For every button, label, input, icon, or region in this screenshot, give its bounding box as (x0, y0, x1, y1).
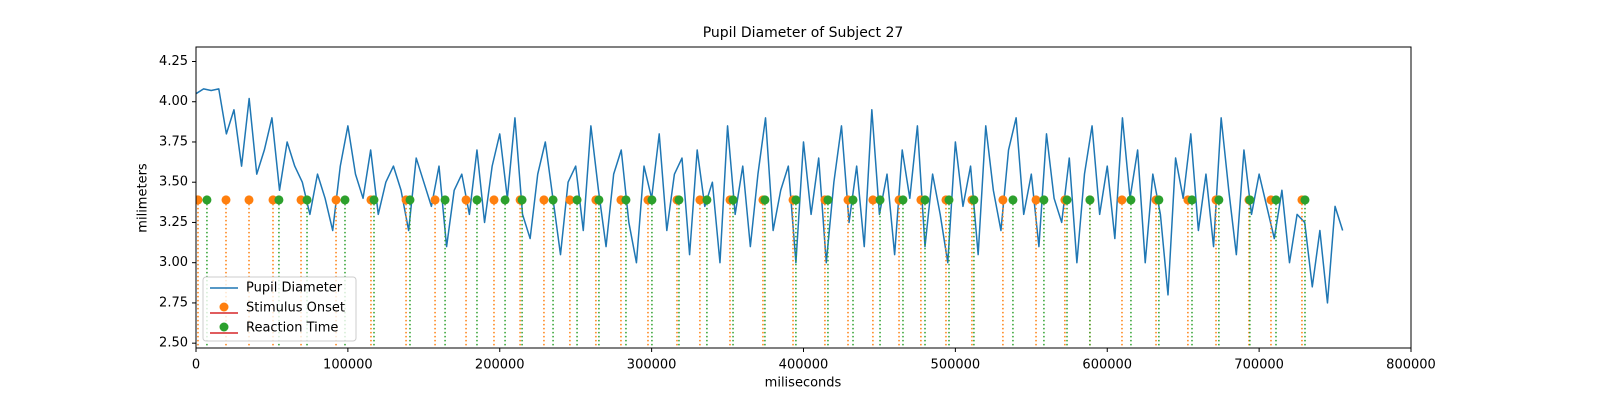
legend-label: Reaction Time (246, 321, 338, 336)
stem-marker (1062, 195, 1072, 205)
stem-marker (969, 195, 979, 205)
stem-marker (430, 195, 440, 205)
stem-marker (647, 195, 657, 205)
x-axis-label: miliseconds (765, 376, 842, 391)
y-axis-label: milimeters (136, 163, 151, 233)
stem-marker (548, 195, 558, 205)
stem-marker (1154, 195, 1164, 205)
stem-marker (848, 195, 858, 205)
stem-marker (594, 195, 604, 205)
stem-marker (695, 195, 705, 205)
stem-marker (440, 195, 450, 205)
stem-marker (221, 195, 231, 205)
stem-marker (1008, 195, 1018, 205)
y-tick-label: 3.50 (159, 175, 188, 190)
x-tick-label: 200000 (475, 358, 525, 373)
stem-marker (1271, 195, 1281, 205)
stem-marker (1187, 195, 1197, 205)
stem-marker (1031, 195, 1041, 205)
x-tick-label: 300000 (627, 358, 677, 373)
y-tick-label: 2.50 (159, 336, 188, 351)
stem-marker (1245, 195, 1255, 205)
legend-label: Pupil Diameter (246, 281, 343, 296)
x-tick-label: 100000 (323, 358, 373, 373)
y-tick-label: 3.75 (159, 134, 188, 149)
stem-marker (244, 195, 254, 205)
stem-marker (868, 195, 878, 205)
legend: Pupil Diameter Stimulus Onset Reaction Tim… (202, 276, 357, 342)
x-tick-label: 800000 (1386, 358, 1436, 373)
x-tick-label: 700000 (1234, 358, 1284, 373)
stem-marker (702, 195, 712, 205)
stem-marker (461, 195, 471, 205)
y-tick-label: 4.25 (159, 54, 188, 69)
stem-marker (565, 195, 575, 205)
legend-box (202, 276, 357, 342)
stem-marker (331, 195, 341, 205)
pupil-line (196, 88, 1344, 304)
legend-swatch (219, 302, 229, 312)
legend-swatch (219, 322, 229, 332)
stem-marker (196, 195, 203, 205)
stem-marker (202, 195, 212, 205)
legend-label: Stimulus Onset (246, 301, 345, 316)
stem-marker (274, 195, 284, 205)
stem-marker (340, 195, 350, 205)
stem-marker (369, 195, 379, 205)
y-tick-label: 3.00 (159, 255, 188, 270)
y-tick-label: 3.25 (159, 215, 188, 230)
stem-marker (1117, 195, 1127, 205)
stem-marker (674, 195, 684, 205)
x-tick-label: 0 (192, 358, 200, 373)
stem-marker (1214, 195, 1224, 205)
x-tick-label: 600000 (1082, 358, 1132, 373)
stem-marker (539, 195, 549, 205)
stem-marker (472, 195, 482, 205)
stem-marker (1300, 195, 1310, 205)
stem-marker (760, 195, 770, 205)
x-tick-label: 500000 (931, 358, 981, 373)
chart-title: Pupil Diameter of Subject 27 (703, 25, 904, 41)
stem-marker (1085, 195, 1095, 205)
stem-marker (1126, 195, 1136, 205)
y-tick-label: 4.00 (159, 94, 188, 109)
stem-marker (405, 195, 415, 205)
stem-marker (998, 195, 1008, 205)
stem-marker (489, 195, 499, 205)
stem-marker (302, 195, 312, 205)
stem-marker (728, 195, 738, 205)
x-tick-label: 400000 (779, 358, 829, 373)
stem-marker (517, 195, 527, 205)
stem-marker (500, 195, 510, 205)
stem-marker (823, 195, 833, 205)
stem-marker (944, 195, 954, 205)
y-tick-label: 2.75 (159, 295, 188, 310)
stem-marker (621, 195, 631, 205)
stem-marker (920, 195, 930, 205)
stem-marker (572, 195, 582, 205)
stem-marker (1039, 195, 1049, 205)
stem-marker (875, 195, 885, 205)
stem-marker (898, 195, 908, 205)
stem-marker (791, 195, 801, 205)
